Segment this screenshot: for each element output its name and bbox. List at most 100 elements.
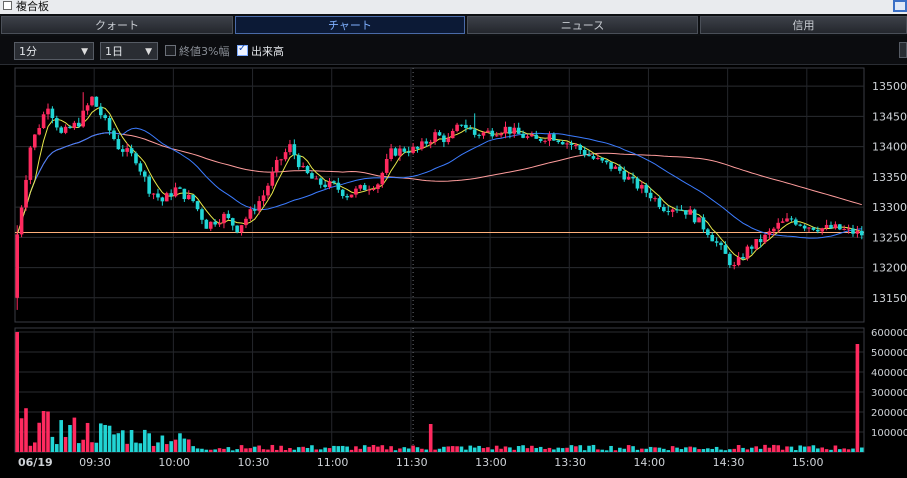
volume-bar	[274, 449, 279, 452]
candle-body	[28, 147, 33, 180]
volume-bar	[552, 449, 556, 452]
candle-body	[644, 185, 649, 193]
candle-body	[244, 218, 248, 226]
candle-body	[222, 213, 226, 224]
volume-bar	[371, 444, 376, 452]
period-select[interactable]: 1日 ▼	[100, 42, 158, 60]
candle-body	[147, 176, 151, 194]
volume-bar	[354, 446, 358, 452]
candle-body	[310, 173, 314, 179]
candle-body	[600, 158, 605, 161]
price-tick-label: 13150	[872, 292, 907, 305]
volume-bar	[292, 449, 297, 452]
candle-body	[701, 217, 706, 230]
candle-body	[296, 155, 301, 168]
interval-select[interactable]: 1分 ▼	[14, 42, 94, 60]
volume-bar	[728, 449, 732, 452]
candle-body	[534, 134, 539, 139]
candle-body	[354, 188, 358, 195]
volume-bar	[530, 445, 534, 452]
volume-bar	[85, 422, 90, 452]
volume-bar	[503, 446, 508, 452]
candle-body	[288, 144, 292, 153]
volume-bar	[257, 445, 261, 452]
volume-bar	[37, 422, 41, 452]
candle-body	[274, 160, 279, 173]
volume-bar	[173, 439, 178, 452]
candle-body	[327, 181, 332, 188]
candle-body	[270, 172, 275, 186]
volume-bar	[433, 449, 437, 452]
limit-checkbox-label: 終値3%幅	[179, 45, 230, 58]
volume-bar	[732, 448, 737, 452]
volume-bar	[468, 445, 473, 452]
candle-body	[574, 144, 578, 146]
candle-body	[125, 148, 129, 152]
tab-quote[interactable]: クォート	[1, 16, 233, 34]
candle-body	[90, 96, 94, 106]
volume-bar	[164, 444, 169, 452]
candle-body	[191, 194, 195, 202]
volume-bar	[380, 445, 385, 452]
candle-body	[376, 184, 380, 189]
volume-bar	[648, 446, 653, 452]
volume-tick-label: 200000	[871, 408, 907, 419]
moving-average-mid	[16, 127, 862, 239]
volume-bar	[855, 344, 860, 452]
volume-bar	[46, 411, 50, 452]
tab-credit[interactable]: 信用	[700, 16, 907, 34]
candle-body	[679, 209, 684, 211]
volume-bar	[50, 436, 55, 452]
candle-body	[204, 219, 209, 229]
volume-bar	[547, 447, 552, 452]
candle-body	[587, 155, 591, 157]
volume-bar	[323, 447, 327, 452]
volume-bar	[332, 445, 336, 452]
volume-bar	[838, 449, 842, 452]
candle-body	[530, 134, 534, 137]
volume-checkbox[interactable]	[237, 43, 248, 56]
candle-body	[455, 124, 459, 132]
candle-body	[292, 144, 297, 156]
tab-news[interactable]: ニュース	[467, 16, 698, 34]
panel-checkbox[interactable]	[3, 1, 12, 10]
volume-bar	[860, 447, 864, 452]
volume-bar	[261, 449, 266, 452]
candle-body	[116, 139, 121, 150]
volume-bar	[68, 425, 72, 452]
candle-body	[811, 227, 816, 230]
volume-bar	[767, 447, 772, 452]
candle-body	[802, 225, 807, 229]
time-tick-label: 14:30	[713, 456, 745, 469]
candle-body	[54, 118, 59, 128]
volume-bar	[640, 448, 644, 452]
candle-body	[138, 163, 143, 172]
volume-bar	[582, 450, 587, 452]
volume-bar	[776, 445, 781, 452]
price-tick-label: 13250	[872, 231, 907, 244]
volume-bar	[556, 447, 561, 452]
candle-body	[32, 134, 37, 148]
candle-body	[776, 222, 781, 229]
time-tick-label: 13:30	[554, 456, 586, 469]
tab-chart[interactable]: チャート	[235, 16, 465, 34]
candle-body	[714, 241, 719, 243]
candle-body	[758, 239, 763, 243]
candle-body	[767, 231, 772, 235]
volume-bar	[266, 449, 270, 452]
volume-bar	[512, 449, 517, 452]
candle-body	[798, 224, 803, 226]
window-corner-button[interactable]	[893, 0, 907, 12]
volume-bar	[120, 430, 125, 452]
volume-bar	[829, 449, 833, 452]
candle-body	[349, 194, 354, 198]
volume-tick-label: 600000	[871, 328, 907, 339]
candle-body	[565, 143, 569, 145]
volume-bar	[670, 446, 675, 452]
candle-body	[24, 179, 28, 208]
panel-header: 複合板	[0, 0, 907, 14]
volume-bar	[116, 433, 121, 452]
volume-bar	[587, 445, 591, 452]
limit-checkbox[interactable]	[165, 45, 176, 56]
